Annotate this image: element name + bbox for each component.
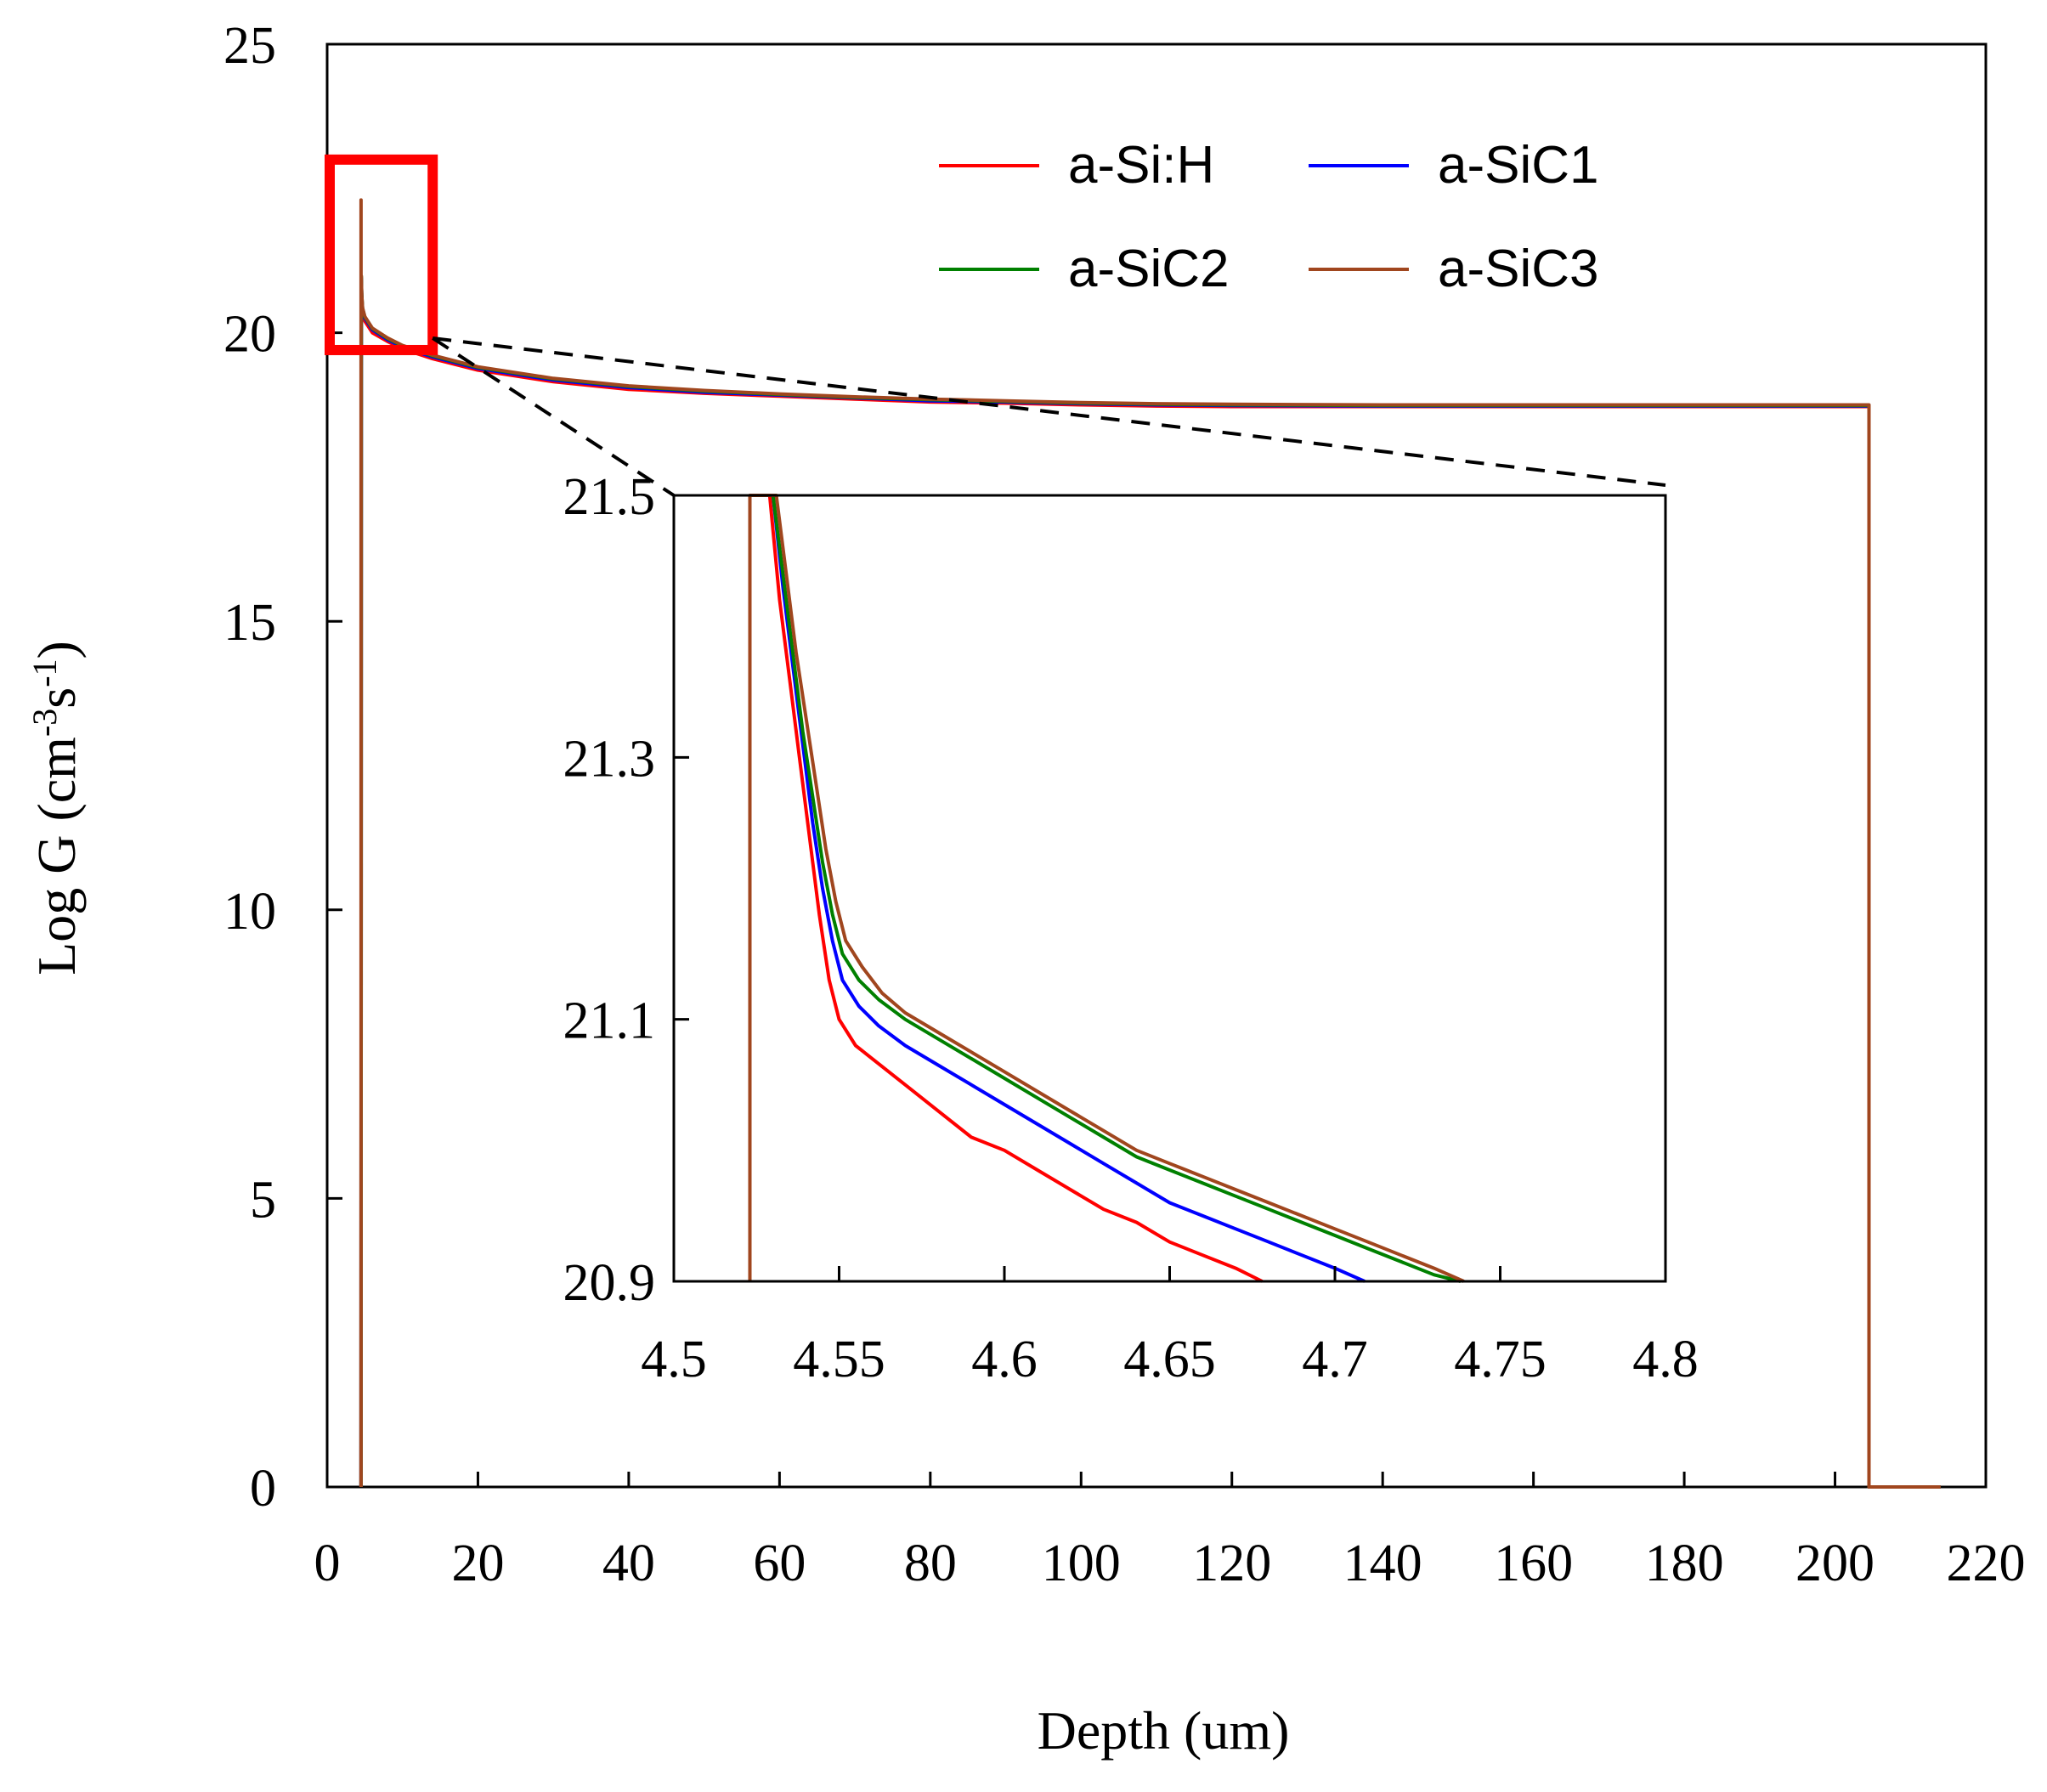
- inset-y-tick-label-21-1: 21.1: [563, 992, 656, 1050]
- inset-x-ticks: 4.5 4.55 4.6 4.65 4.7 4.75 4.8: [641, 1266, 1699, 1388]
- main-y-ticks: 0 5 10 15 20 25: [223, 17, 342, 1518]
- main-y-tick-label-0: 0: [250, 1460, 276, 1518]
- inset-y-tick-label-21-3: 21.3: [563, 730, 656, 788]
- main-y-tick-label-15: 15: [223, 594, 276, 652]
- inset-y-tick-label-21-5: 21.5: [563, 468, 656, 526]
- legend-label-a-si-h: a-Si:H: [1068, 136, 1214, 195]
- inset-x-tick-label-4-55: 4.55: [793, 1331, 885, 1388]
- inset-background: [674, 495, 1665, 1281]
- main-x-tick-label-220: 220: [1947, 1535, 2026, 1592]
- inset-x-tick-label-4-5: 4.5: [641, 1331, 707, 1388]
- main-series-group: [359, 198, 1941, 1489]
- ylabel-exp2: -1: [25, 659, 64, 687]
- main-x-axis-label: Depth (um): [1038, 1700, 1290, 1761]
- main-x-tick-label-200: 200: [1795, 1535, 1875, 1592]
- main-x-tick-label-80: 80: [904, 1535, 957, 1592]
- inset-x-tick-label-4-65: 4.65: [1123, 1331, 1216, 1388]
- main-y-tick-label-5: 5: [250, 1171, 276, 1229]
- ylabel-base: Log G (cm: [26, 737, 87, 975]
- inset-series-line-a-sic3: [748, 494, 1465, 1283]
- zoom-highlight-box: [325, 154, 438, 355]
- inset-x-tick-label-4-8: 4.8: [1632, 1331, 1699, 1388]
- main-x-tick-label-120: 120: [1192, 1535, 1271, 1592]
- main-x-tick-label-40: 40: [602, 1535, 655, 1592]
- zoom-connector-line-upper: [432, 336, 1666, 487]
- main-x-tick-label-160: 160: [1494, 1535, 1573, 1592]
- main-x-ticks: 0 20 40 60 80 100 120 140 160 180 200 220: [314, 1472, 2026, 1592]
- main-x-tick-label-60: 60: [753, 1535, 806, 1592]
- inset-series-line-a-sic1: [771, 495, 1366, 1283]
- main-y-tick-label-10: 10: [223, 883, 276, 941]
- main-y-tick-label-25: 25: [223, 17, 276, 75]
- legend-label-a-sic2: a-SiC2: [1068, 240, 1230, 298]
- inset-series-group: [748, 494, 1465, 1283]
- main-x-tick-label-180: 180: [1645, 1535, 1724, 1592]
- ylabel-end: ): [26, 641, 87, 659]
- main-plot-frame: [325, 42, 1988, 1489]
- legend-label-a-sic1: a-SiC1: [1438, 136, 1599, 195]
- inset-y-ticks: 20.9 21.1 21.3 21.5: [563, 468, 689, 1312]
- legend: a-Si:H a-SiC1 a-SiC2 a-SiC3: [939, 136, 1599, 298]
- ylabel-mid: s: [26, 687, 87, 709]
- main-y-axis-label: Log G (cm-3s-1): [25, 641, 88, 975]
- main-x-tick-label-0: 0: [314, 1535, 341, 1592]
- ylabel-exp1: -3: [25, 709, 64, 737]
- inset-series-line-a-sic2: [771, 495, 1462, 1283]
- legend-label-a-sic3: a-SiC3: [1438, 240, 1599, 298]
- main-x-tick-label-100: 100: [1042, 1535, 1121, 1592]
- main-x-tick-label-140: 140: [1343, 1535, 1422, 1592]
- inset-x-tick-label-4-7: 4.7: [1302, 1331, 1368, 1388]
- main-y-tick-label-20: 20: [223, 306, 276, 364]
- zoom-connector-line-lower: [432, 336, 676, 497]
- main-x-tick-label-20: 20: [451, 1535, 504, 1592]
- inset-x-tick-label-4-6: 4.6: [971, 1331, 1038, 1388]
- main-series-line-a-sic3: [359, 198, 1941, 1489]
- inset-series-line-a-si-h: [767, 495, 1264, 1283]
- inset-y-tick-label-20-9: 20.9: [563, 1254, 656, 1312]
- inset-x-tick-label-4-75: 4.75: [1454, 1331, 1547, 1388]
